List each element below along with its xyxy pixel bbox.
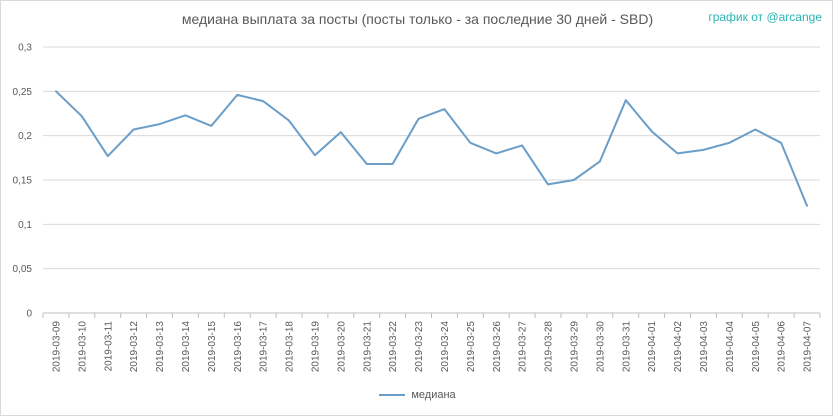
x-tick-label: 2019-03-25 [466, 321, 477, 373]
y-tick-label: 0,05 [13, 264, 33, 275]
y-tick-label: 0,15 [13, 176, 33, 187]
x-tick-label: 2019-04-06 [777, 321, 788, 373]
x-tick-label: 2019-04-01 [647, 321, 658, 373]
x-tick-label: 2019-03-15 [207, 321, 218, 373]
x-tick-label: 2019-03-12 [129, 321, 140, 373]
x-tick-label: 2019-03-16 [233, 321, 244, 373]
x-tick-label: 2019-04-05 [751, 321, 762, 373]
x-tick-label: 2019-03-10 [77, 321, 88, 373]
x-tick-label: 2019-03-23 [414, 321, 425, 373]
x-tick-label: 2019-03-14 [181, 321, 192, 373]
y-tick-label: 0,3 [18, 43, 32, 54]
legend-swatch [379, 394, 406, 397]
x-tick-label: 2019-03-24 [440, 321, 451, 373]
y-tick-label: 0 [26, 309, 32, 320]
x-tick-label: 2019-03-11 [103, 321, 114, 372]
legend-label: медиана [411, 389, 456, 401]
x-tick-label: 2019-03-13 [155, 321, 166, 373]
x-tick-label: 2019-03-31 [621, 321, 632, 373]
x-tick-label: 2019-04-07 [803, 321, 814, 373]
series-line-mediana [55, 90, 808, 207]
x-tick-label: 2019-03-29 [569, 321, 580, 373]
x-tick-label: 2019-03-26 [492, 321, 503, 373]
x-tick-label: 2019-03-27 [518, 321, 529, 373]
x-tick-label: 2019-03-09 [51, 321, 62, 373]
legend: медиана [1, 389, 833, 401]
x-tick-label: 2019-03-21 [362, 321, 373, 373]
y-tick-label: 0,2 [18, 131, 32, 142]
x-tick-label: 2019-03-22 [388, 321, 399, 373]
x-tick-label: 2019-03-17 [259, 321, 270, 373]
x-tick-label: 2019-03-28 [544, 321, 555, 373]
y-tick-label: 0,1 [18, 220, 32, 231]
chart-credit: график от @arcange [708, 10, 822, 24]
x-tick-label: 2019-03-30 [595, 321, 606, 373]
chart-title: медиана выплата за посты (посты только -… [181, 11, 654, 27]
x-tick-label: 2019-04-02 [673, 321, 684, 373]
y-tick-label: 0,25 [13, 87, 33, 98]
x-tick-label: 2019-03-18 [285, 321, 296, 373]
x-tick-label: 2019-04-04 [725, 321, 736, 373]
x-tick-label: 2019-04-03 [699, 321, 710, 373]
x-tick-label: 2019-03-19 [310, 321, 321, 373]
x-tick-label: 2019-03-20 [336, 321, 347, 373]
